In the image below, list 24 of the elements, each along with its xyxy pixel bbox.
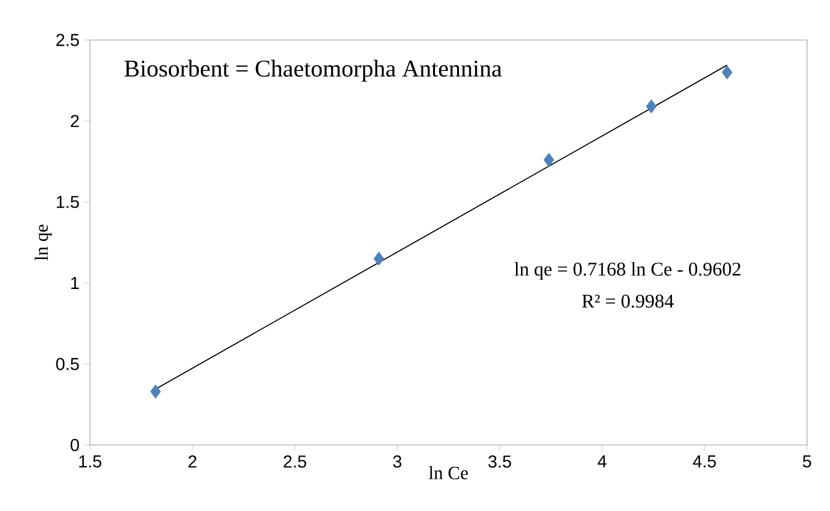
y-tick-label: 0	[70, 438, 79, 452]
y-tick-label: 1	[71, 277, 79, 289]
x-axis-title: ln Ce	[428, 466, 468, 480]
annotation: R² = 0.9984	[582, 294, 674, 308]
annotation: ln qe = 0.7168 ln Ce - 0.9602	[514, 262, 740, 280]
x-tick-label: 5	[802, 455, 812, 468]
x-tick-label: 2	[188, 455, 196, 468]
x-tick-label: 4	[598, 455, 606, 468]
x-tick-label: 2.5	[284, 455, 306, 468]
point	[374, 252, 384, 266]
y-tick-label: 2.5	[56, 34, 79, 46]
x-tick-label: 3.5	[488, 455, 512, 468]
point	[646, 99, 657, 114]
x-tick-label: 3	[393, 455, 402, 468]
point	[544, 152, 554, 167]
point	[150, 384, 161, 398]
point	[722, 65, 732, 80]
annotation: Biosorbent = Chaetomorpha Antennina	[124, 60, 502, 82]
x-tick-label: 4.5	[692, 455, 716, 468]
y-axis-title: ln qe	[34, 224, 52, 261]
y-tick-label: 2	[70, 114, 79, 128]
y-tick-label: 1.5	[56, 196, 79, 208]
y-tick-label: 0.5	[56, 358, 79, 370]
x-tick-label: 1.5	[79, 455, 102, 468]
